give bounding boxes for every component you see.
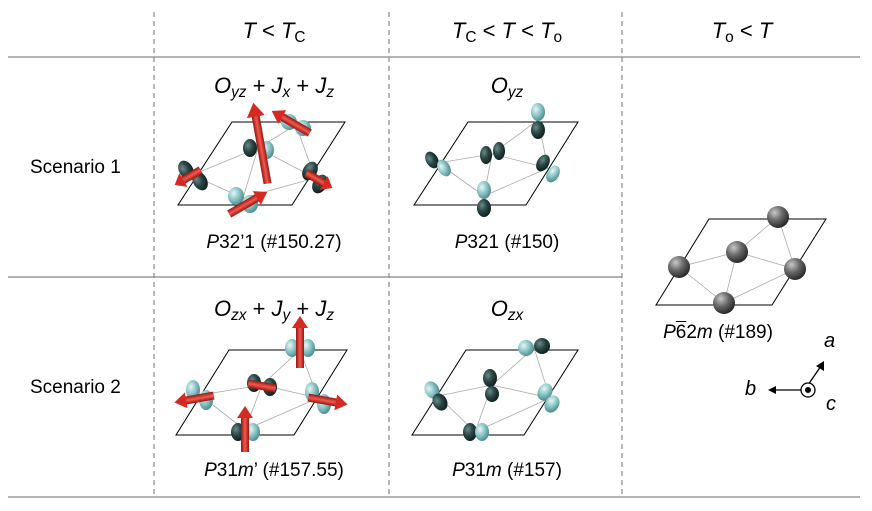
- lattice-s2-ordered: [174, 316, 348, 452]
- header-col3: To < T: [711, 18, 773, 46]
- group-s2-orbital: P31m (#157): [452, 460, 562, 481]
- atom: [784, 258, 806, 280]
- group-s1-ordered: P32’1 (#150.27): [206, 232, 342, 253]
- atom: [713, 292, 735, 314]
- lattice-high-temp: [655, 206, 827, 314]
- moment-arrows-s2: [174, 316, 348, 452]
- table-lines: [8, 12, 860, 498]
- group-high-temp: P62m (#189): [663, 322, 773, 343]
- header-col1: T < TC: [242, 18, 306, 46]
- axis-label-a: a: [824, 330, 836, 352]
- formula-s2-ordered: Ozx + Jy + Jz: [213, 296, 335, 324]
- lattice-s2-orbital: [411, 338, 579, 441]
- formula-s1-orbital: Oyz: [490, 73, 524, 101]
- axis-label-c: c: [826, 393, 836, 415]
- moment-arrows: [174, 102, 333, 218]
- axis-label-b: b: [745, 378, 757, 400]
- row-label-scenario1: Scenario 1: [30, 157, 121, 178]
- row-label-scenario2: Scenario 2: [30, 377, 121, 398]
- axes-glyph: [768, 361, 824, 398]
- header-col2: TC < T < To: [451, 18, 563, 46]
- formula-s1-ordered: Oyz + Jx + Jz: [213, 73, 335, 101]
- atom: [726, 241, 748, 263]
- group-s1-orbital: P321 (#150): [454, 232, 560, 253]
- formula-s2-orbital: Ozx: [490, 296, 524, 324]
- group-s2-ordered: P31m’ (#157.55): [204, 460, 344, 481]
- lattice-s1-ordered: [174, 102, 346, 218]
- atom: [767, 206, 789, 228]
- atom: [668, 256, 690, 278]
- lattice-s1-orbital: [413, 103, 579, 217]
